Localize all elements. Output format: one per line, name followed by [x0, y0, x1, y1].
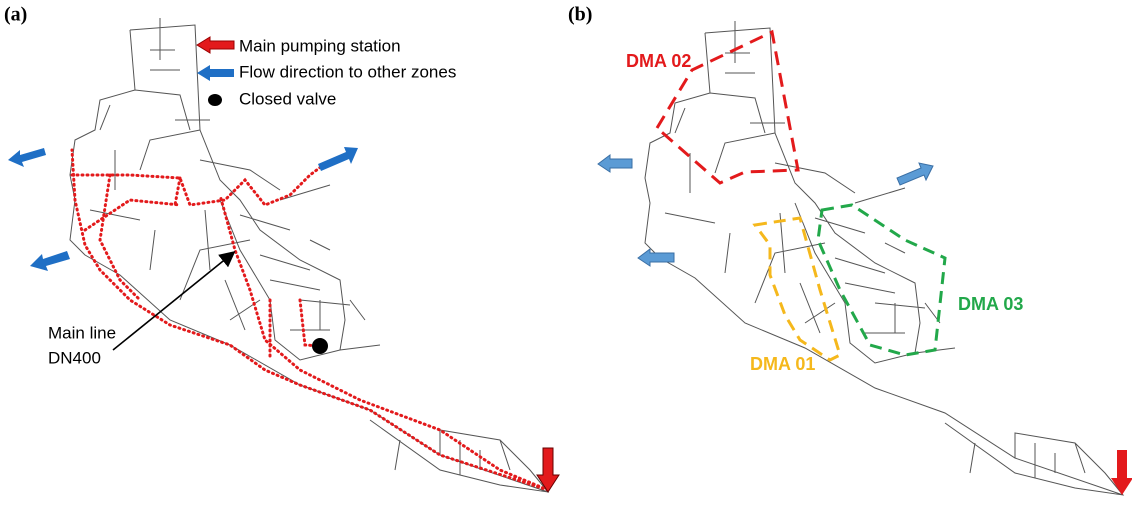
dma-label: DMA 02	[626, 51, 691, 71]
flow-arrow	[30, 251, 70, 271]
pipe-network	[645, 21, 1123, 495]
flow-arrow	[8, 148, 46, 167]
legend-blue-arrow	[197, 65, 234, 81]
legend-red-arrow	[197, 37, 234, 53]
flow-arrow	[598, 155, 632, 172]
flow-arrow	[318, 147, 358, 171]
pump-arrow	[537, 448, 559, 492]
dma-label: DMA 01	[750, 354, 815, 374]
legend-label: Closed valve	[239, 89, 336, 108]
legend-dot	[208, 94, 222, 106]
panel-a: (a) Main pumping station Flow direction …	[4, 4, 559, 492]
legend-label: Main pumping station	[239, 36, 401, 55]
closed-valve	[312, 338, 328, 354]
figure: (a) Main pumping station Flow direction …	[0, 0, 1132, 515]
panel-b: (b) DMA 02 DMA 03 DMA 01	[568, 4, 1132, 495]
annotation: Main line	[48, 323, 116, 342]
panel-label: (b)	[568, 4, 592, 26]
pump-arrow	[1111, 450, 1132, 495]
legend-label: Flow direction to other zones	[239, 62, 456, 81]
annotation: DN400	[48, 348, 101, 367]
flow-arrow	[897, 163, 933, 185]
main-pipe	[72, 150, 548, 490]
dma-label: DMA 03	[958, 294, 1023, 314]
dma-boundary	[755, 218, 840, 360]
panel-label: (a)	[4, 4, 27, 26]
